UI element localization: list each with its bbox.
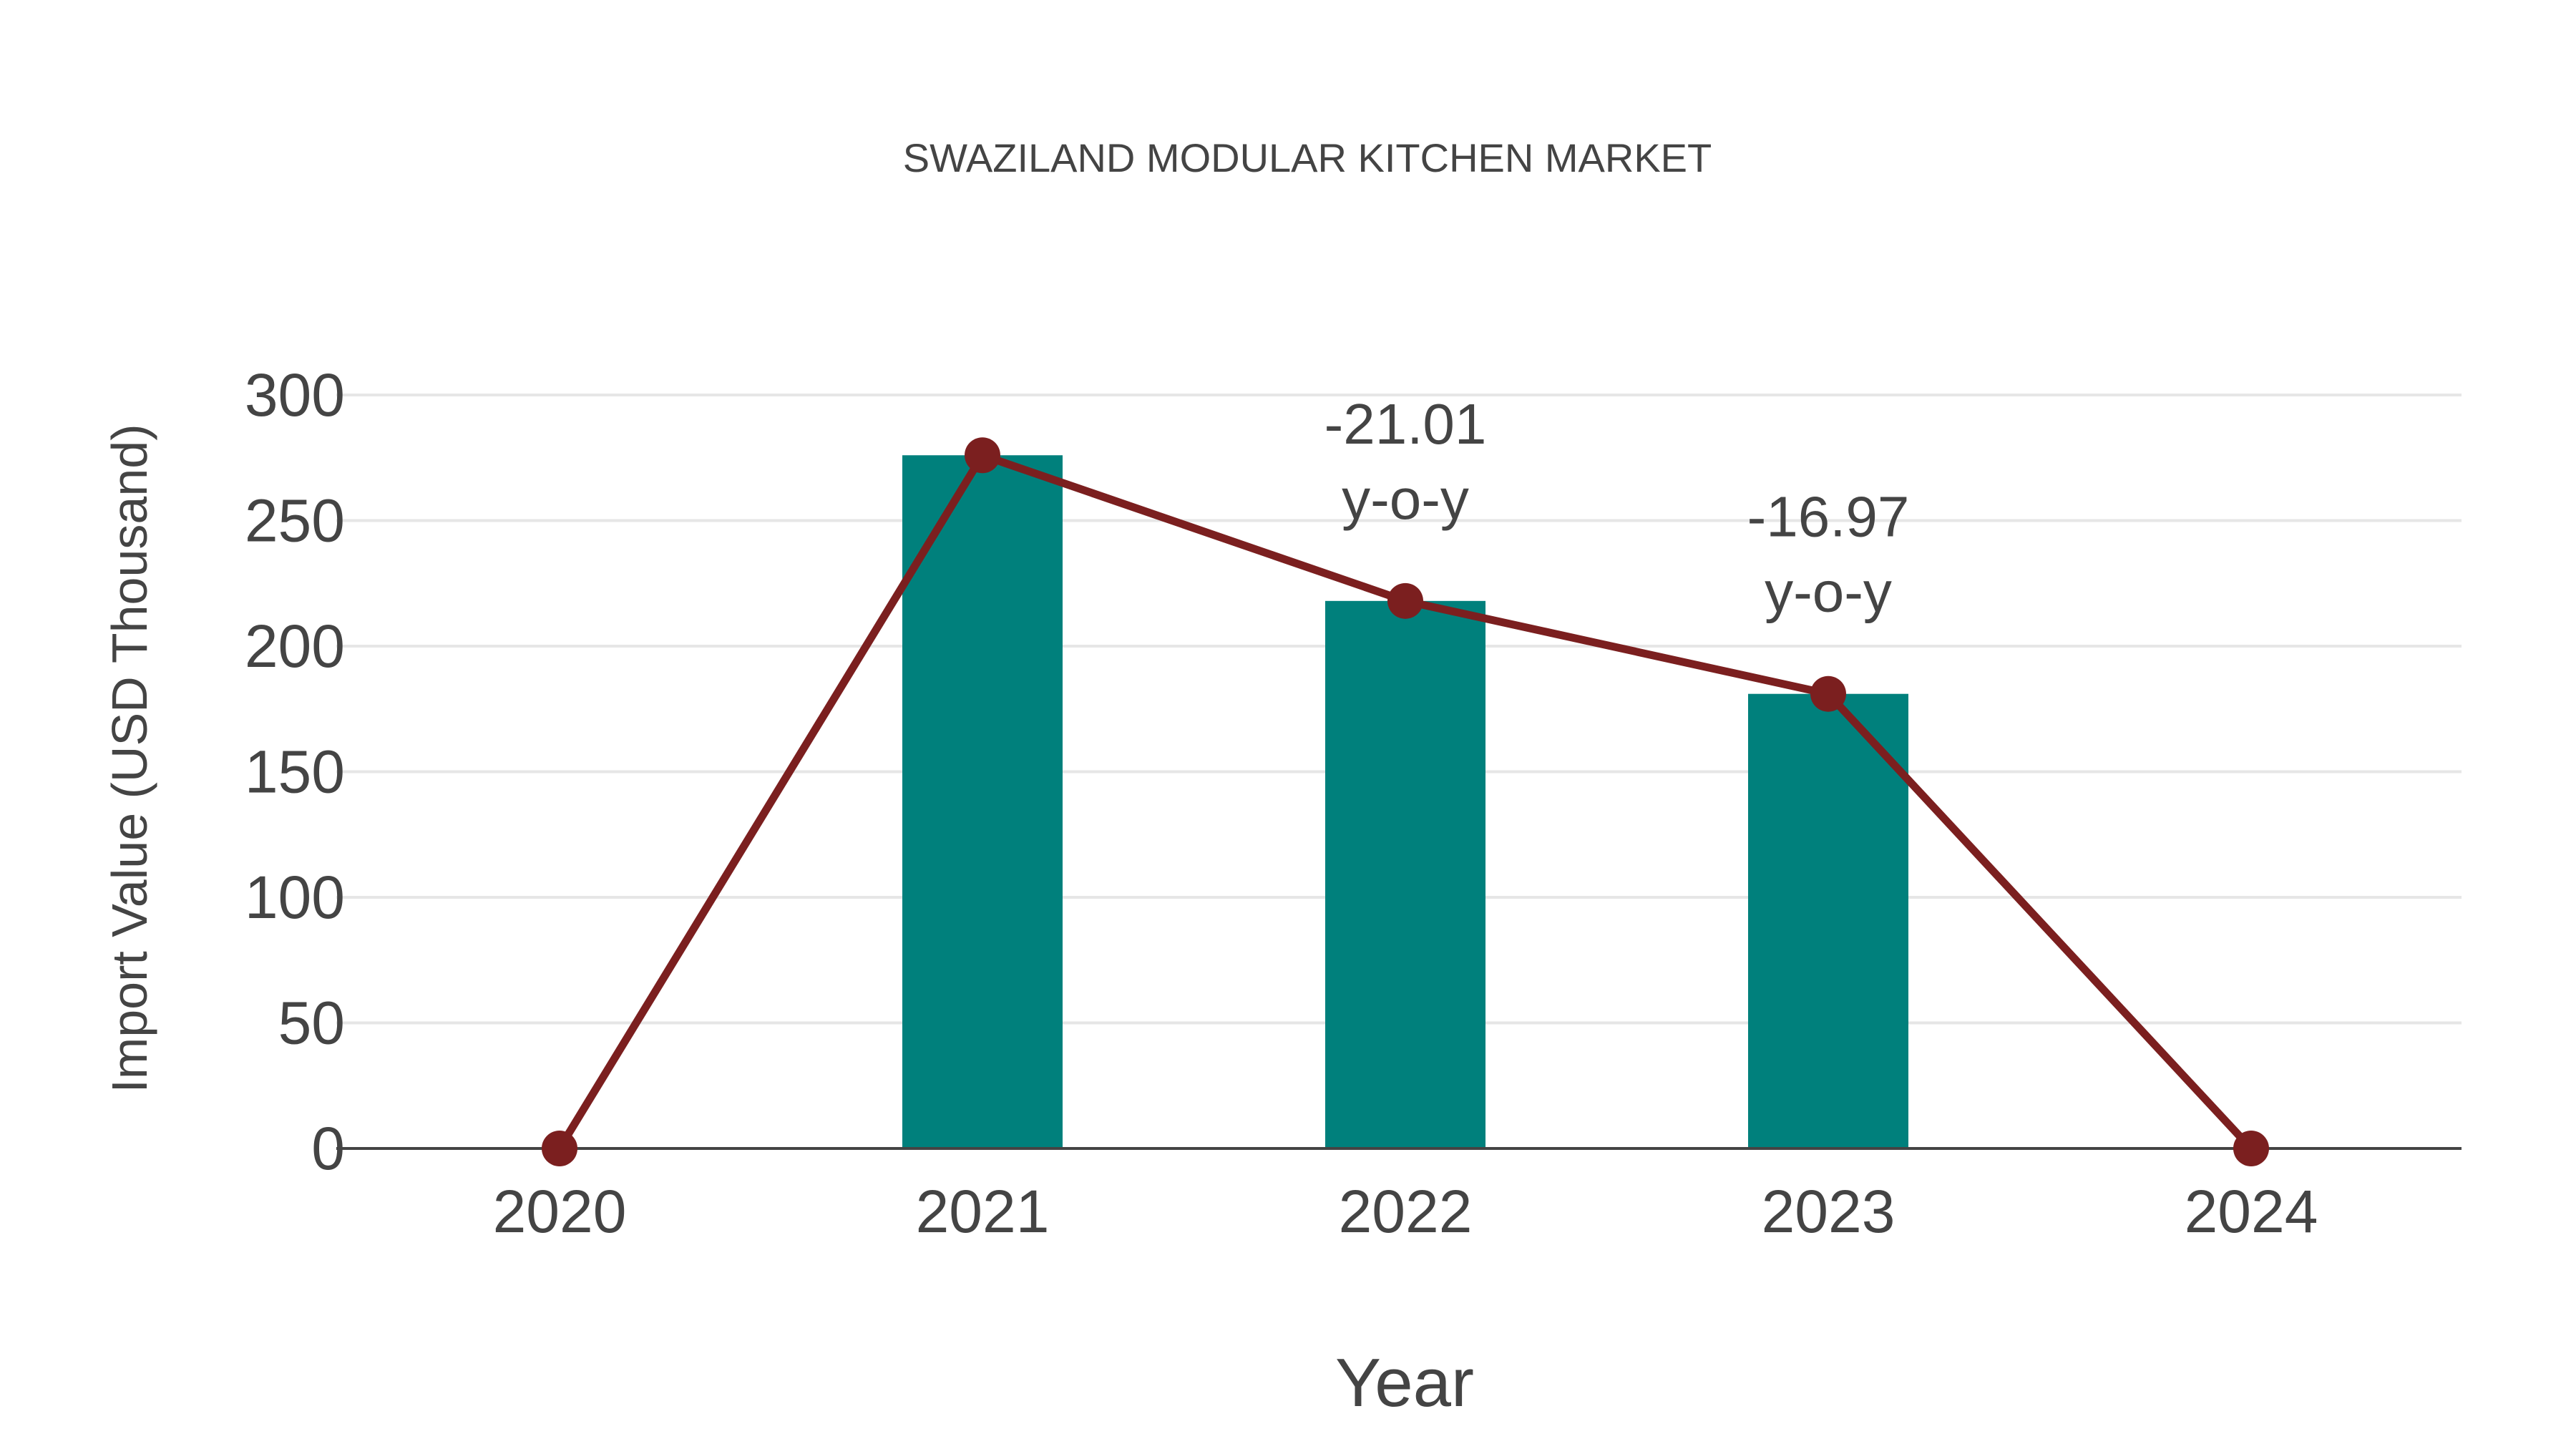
y-tick-label: 200 [245,613,345,680]
x-axis-label: Year [1335,1345,1474,1421]
x-tick-label: 2020 [493,1178,627,1245]
yoy-value: -16.97 [1747,485,1910,549]
chart-title: SWAZILAND MODULAR KITCHEN MARKET [903,135,1712,180]
trend-marker-2021 [965,437,1000,474]
y-axis-label: Import Value (USD Thousand) [102,424,157,1093]
y-tick-label: 300 [245,361,345,429]
bar-2021 [902,455,1063,1148]
trend-marker-2024 [2233,1131,2269,1166]
trend-marker-2020 [542,1131,577,1166]
bars [902,455,1908,1148]
trend-line [542,437,2269,1166]
yoy-annotations: -21.01 y-o-y -16.97 y-o-y [1324,392,1910,624]
trend-marker-2023 [1810,675,1846,712]
bar-2022 [1325,600,1485,1148]
y-tick-label: 150 [245,738,345,806]
trend-marker-2022 [1387,582,1423,619]
x-tick-label: 2021 [916,1178,1050,1245]
yoy-suffix: y-o-y [1342,467,1469,531]
y-tick-label: 100 [245,864,345,931]
x-tick-label: 2022 [1339,1178,1473,1245]
x-axis-ticks: 2020 2021 2022 2023 2024 [493,1178,2318,1245]
y-tick-label: 50 [278,990,345,1057]
x-tick-label: 2023 [1762,1178,1896,1245]
yoy-suffix: y-o-y [1765,560,1892,624]
x-tick-label: 2024 [2185,1178,2318,1245]
y-tick-label: 250 [245,487,345,555]
yoy-value: -21.01 [1324,392,1487,456]
bar-2023 [1748,693,1908,1148]
